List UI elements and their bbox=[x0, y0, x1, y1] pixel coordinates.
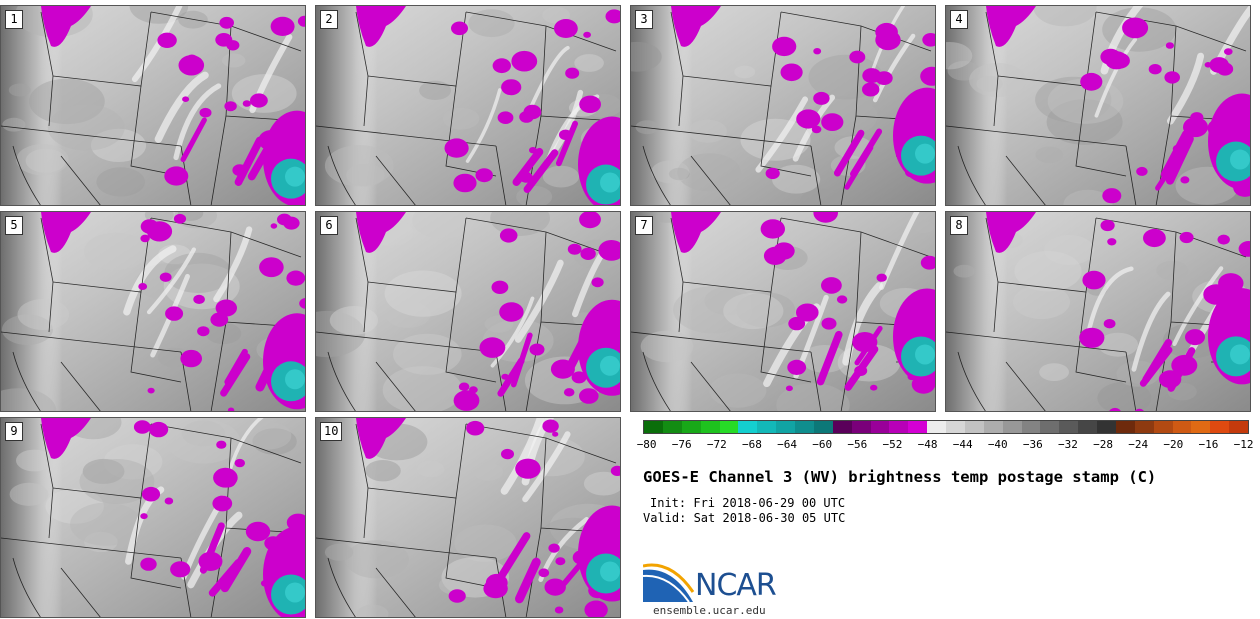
colorbar-swatch bbox=[983, 421, 1003, 433]
colorbar-tick-label: −28 bbox=[1093, 438, 1114, 451]
satellite-map bbox=[1, 6, 305, 205]
colorbar-swatch bbox=[851, 421, 871, 433]
colorbar-swatch bbox=[908, 421, 928, 433]
map-panel-4: 4 bbox=[945, 5, 1251, 206]
panel-number: 3 bbox=[635, 10, 653, 29]
panel-number: 9 bbox=[5, 422, 23, 441]
map-panel-1: 1 bbox=[0, 5, 306, 206]
colorbar-swatch bbox=[1097, 421, 1116, 433]
colorbar-swatch bbox=[700, 421, 720, 433]
colorbar-swatch bbox=[1134, 421, 1154, 433]
satellite-map bbox=[1, 418, 305, 617]
colorbar-swatch bbox=[889, 421, 909, 433]
colorbar-swatch bbox=[1172, 421, 1192, 433]
colorbar-swatch bbox=[719, 421, 739, 433]
site-url: ensemble.ucar.edu bbox=[653, 604, 766, 617]
satellite-map bbox=[316, 6, 620, 205]
figure-title: GOES-E Channel 3 (WV) brightness temp po… bbox=[643, 468, 1157, 486]
colorbar-swatch bbox=[832, 421, 852, 433]
satellite-map bbox=[946, 6, 1250, 205]
colorbar-swatch bbox=[795, 421, 814, 433]
colorbar-swatch bbox=[870, 421, 890, 433]
map-panel-6: 6 bbox=[315, 211, 621, 412]
map-panel-9: 9 bbox=[0, 417, 306, 618]
colorbar-tick-label: −24 bbox=[1128, 438, 1149, 451]
panel-number: 2 bbox=[320, 10, 338, 29]
satellite-map bbox=[316, 212, 620, 411]
colorbar-swatch bbox=[1115, 421, 1135, 433]
colorbar-swatch bbox=[1229, 421, 1248, 433]
colorbar-tick-label: −60 bbox=[812, 438, 833, 451]
colorbar-swatch bbox=[1002, 421, 1022, 433]
ncar-swoosh-icon bbox=[642, 563, 695, 603]
logo-text: NCAR bbox=[695, 568, 777, 603]
map-panel-3: 3 bbox=[630, 5, 936, 206]
colorbar-swatch bbox=[1040, 421, 1060, 433]
ncar-logo: NCAR bbox=[642, 562, 803, 606]
colorbar-tick-label: −56 bbox=[847, 438, 868, 451]
colorbar-swatch bbox=[1153, 421, 1173, 433]
valid-time: Valid: Sat 2018-06-30 05 UTC bbox=[643, 511, 846, 525]
colorbar-tick-label: −20 bbox=[1163, 438, 1184, 451]
colorbar-tick-label: −12 bbox=[1233, 438, 1254, 451]
colorbar-tick-label: −36 bbox=[1022, 438, 1043, 451]
colorbar-swatch bbox=[1059, 421, 1079, 433]
colorbar-tick-label: −76 bbox=[671, 438, 692, 451]
map-panel-10: 10 bbox=[315, 417, 621, 618]
colorbar-tick-label: −64 bbox=[777, 438, 798, 451]
colorbar-tick-label: −52 bbox=[882, 438, 903, 451]
panel-number: 8 bbox=[950, 216, 968, 235]
colorbar-swatch bbox=[1078, 421, 1097, 433]
map-panel-7: 7 bbox=[630, 211, 936, 412]
colorbar-swatch bbox=[1021, 421, 1041, 433]
colorbar-tick-label: −48 bbox=[917, 438, 938, 451]
colorbar-swatch bbox=[644, 421, 663, 433]
map-panel-8: 8 bbox=[945, 211, 1251, 412]
map-panel-2: 2 bbox=[315, 5, 621, 206]
panel-number: 10 bbox=[320, 422, 343, 441]
colorbar-ticks: −80 −76 −72 −68 −64 −60 −56 −52 −48 −44 −40 −36 −32 −… bbox=[637, 438, 1254, 454]
init-time: Init: Fri 2018-06-29 00 UTC bbox=[650, 496, 846, 510]
panel-number: 7 bbox=[635, 216, 653, 235]
panel-number: 4 bbox=[950, 10, 968, 29]
colorbar-swatch bbox=[813, 421, 833, 433]
colorbar-tick-label: −40 bbox=[987, 438, 1008, 451]
satellite-map bbox=[631, 6, 935, 205]
colorbar-swatch bbox=[946, 421, 965, 433]
colorbar-tick-label: −80 bbox=[636, 438, 657, 451]
colorbar-swatch bbox=[757, 421, 777, 433]
colorbar-swatch bbox=[927, 421, 946, 433]
panel-number: 6 bbox=[320, 216, 338, 235]
satellite-map bbox=[1, 212, 305, 411]
satellite-map bbox=[946, 212, 1250, 411]
colorbar-swatch bbox=[1191, 421, 1211, 433]
panel-number: 1 bbox=[5, 10, 23, 29]
colorbar-swatch bbox=[776, 421, 795, 433]
panel-number: 5 bbox=[5, 216, 23, 235]
colorbar-tick-label: −44 bbox=[952, 438, 973, 451]
satellite-map bbox=[316, 418, 620, 617]
colorbar-swatch bbox=[964, 421, 984, 433]
colorbar-tick-label: −72 bbox=[706, 438, 727, 451]
colorbar-tick-label: −68 bbox=[742, 438, 762, 451]
colorbar-tick-label: −32 bbox=[1058, 438, 1078, 451]
colorbar-swatch bbox=[681, 421, 701, 433]
colorbar bbox=[643, 420, 1249, 434]
colorbar-swatch bbox=[738, 421, 758, 433]
colorbar-swatch bbox=[662, 421, 682, 433]
map-panel-5: 5 bbox=[0, 211, 306, 412]
colorbar-tick-label: −16 bbox=[1198, 438, 1219, 451]
colorbar-swatch bbox=[1210, 421, 1230, 433]
satellite-map bbox=[631, 212, 935, 411]
